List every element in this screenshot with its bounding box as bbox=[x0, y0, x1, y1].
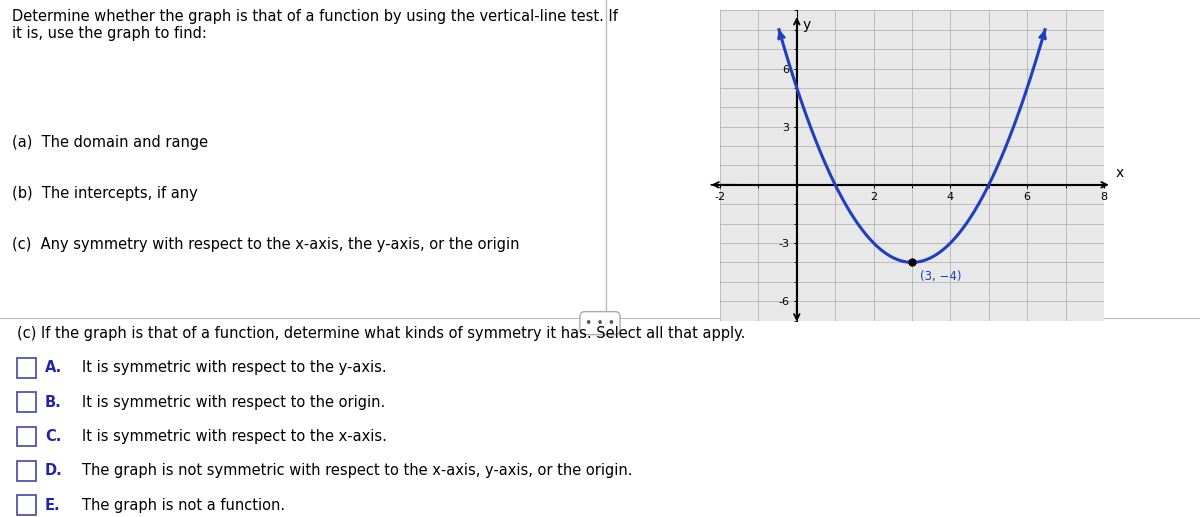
Text: A.: A. bbox=[44, 360, 62, 375]
Text: • • •: • • • bbox=[584, 316, 616, 330]
Text: It is symmetric with respect to the x-axis.: It is symmetric with respect to the x-ax… bbox=[82, 429, 386, 444]
Bar bbox=[17, 358, 36, 377]
Text: E.: E. bbox=[44, 498, 60, 513]
Text: x: x bbox=[1116, 166, 1123, 180]
Text: (b)  The intercepts, if any: (b) The intercepts, if any bbox=[12, 186, 198, 201]
Text: (c)  Any symmetry with respect to the x-axis, the y-axis, or the origin: (c) Any symmetry with respect to the x-a… bbox=[12, 237, 520, 252]
Text: (c) If the graph is that of a function, determine what kinds of symmetry it has.: (c) If the graph is that of a function, … bbox=[17, 326, 745, 341]
Bar bbox=[17, 495, 36, 515]
Bar bbox=[17, 427, 36, 446]
Text: y: y bbox=[803, 18, 811, 32]
Text: (a)  The domain and range: (a) The domain and range bbox=[12, 135, 208, 150]
Text: Determine whether the graph is that of a function by using the vertical-line tes: Determine whether the graph is that of a… bbox=[12, 9, 618, 41]
Bar bbox=[17, 392, 36, 412]
Text: It is symmetric with respect to the y-axis.: It is symmetric with respect to the y-ax… bbox=[82, 360, 386, 375]
Text: C.: C. bbox=[44, 429, 61, 444]
Text: The graph is not a function.: The graph is not a function. bbox=[82, 498, 286, 513]
Text: B.: B. bbox=[44, 394, 61, 409]
Text: D.: D. bbox=[44, 463, 62, 478]
Text: It is symmetric with respect to the origin.: It is symmetric with respect to the orig… bbox=[82, 394, 385, 409]
Text: The graph is not symmetric with respect to the x-axis, y-axis, or the origin.: The graph is not symmetric with respect … bbox=[82, 463, 632, 478]
Bar bbox=[17, 461, 36, 481]
Text: (3, −4): (3, −4) bbox=[919, 270, 961, 283]
